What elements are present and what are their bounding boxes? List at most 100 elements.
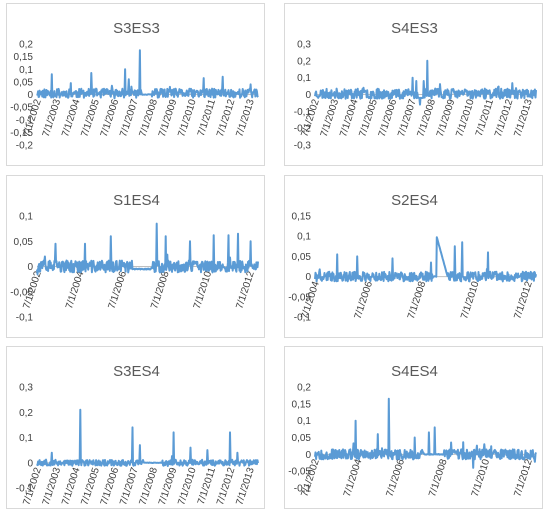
y-tick-label: -0,05 — [288, 292, 311, 303]
y-tick-label: 0,05 — [292, 252, 312, 263]
y-tick-label: 0,1 — [19, 433, 33, 444]
plot-area — [314, 59, 537, 106]
plot-area — [314, 397, 537, 469]
chart-panel-s1es4: S1ES4 0,1 0,05 0 -0,05 -0,1 7/1/2002 7/1/2004… — [6, 175, 265, 338]
chart-title: S4ES3 — [391, 20, 438, 37]
y-tick-label: 0,2 — [297, 56, 311, 67]
y-tick-label: -0,2 — [294, 124, 312, 135]
y-tick-label: -0,1 — [294, 313, 312, 324]
x-tick-label: 7/1/2010 — [192, 270, 215, 311]
x-tick-label: 7/1/2012 — [234, 270, 257, 311]
y-tick-label: 0 — [27, 458, 33, 469]
y-tick-label: -0,1 — [16, 484, 34, 495]
chart-panel-s3es3: S3ES3 0,2 0,15 0,1 0,05 0 -0,05 -0,1 -0,15 -0,2 … — [6, 3, 265, 166]
y-tick-label: 0 — [27, 262, 33, 273]
x-tick-label: 7/1/2011 — [474, 98, 496, 138]
plot-area — [314, 236, 537, 283]
x-tick-label: 7/1/2004 — [64, 270, 87, 311]
y-tick-label: -0,1 — [16, 313, 34, 324]
y-axis-labels: 0,15 0,1 0,05 0 -0,05 -0,1 — [288, 212, 311, 324]
x-axis-labels: 7/1/2002 7/1/2004 7/1/2006 7/1/2008 7/1/2010… — [21, 270, 257, 311]
x-tick-label: 7/1/2008 — [427, 457, 450, 498]
y-tick-label: 0,1 — [297, 73, 311, 84]
y-tick-label: -0,3 — [294, 141, 312, 152]
x-tick-label: 7/1/2013 — [234, 466, 257, 507]
series-line — [36, 49, 259, 100]
chart-svg-s4es4: S4ES4 0,2 0,15 0,1 0,05 0 -0,05 -0,1 7/1/2002 7… — [288, 363, 537, 498]
series-line — [314, 397, 537, 469]
chart-title: S1ES4 — [113, 192, 160, 209]
y-tick-label: 0,1 — [297, 232, 311, 243]
x-tick-label: 7/1/2008 — [406, 280, 429, 321]
y-tick-label: 0,05 — [292, 433, 312, 444]
y-tick-label: 0,2 — [19, 408, 33, 419]
x-tick-label: 7/1/2004 — [342, 457, 365, 498]
y-tick-label: 0 — [305, 272, 311, 283]
y-tick-label: 0,05 — [14, 237, 34, 248]
y-tick-label: 0,15 — [292, 212, 312, 223]
plot-area — [36, 408, 259, 467]
x-tick-label: 7/1/2006 — [385, 457, 408, 498]
y-tick-label: -0,15 — [10, 128, 33, 139]
y-tick-label: -0,05 — [288, 467, 311, 478]
plot-area — [36, 222, 259, 276]
y-tick-label: 0,2 — [297, 383, 311, 394]
x-tick-label: 7/1/2011 — [196, 98, 218, 138]
x-axis-labels: 7/1/20027/1/20037/1/20047/1/20057/1/2006… — [299, 98, 535, 139]
x-axis-labels: 7/1/2004 7/1/2006 7/1/2008 7/1/2010 7/1/2012 — [299, 280, 535, 321]
y-tick-label: 0 — [305, 90, 311, 101]
x-tick-label: 7/1/2012 — [512, 280, 535, 321]
y-tick-label: -0,2 — [16, 141, 34, 152]
x-tick-label: 7/1/2006 — [353, 280, 376, 321]
y-tick-label: 0,2 — [19, 40, 33, 51]
series-line — [36, 408, 259, 467]
y-axis-labels: 0,2 0,15 0,1 0,05 0 -0,05 -0,1 — [288, 383, 311, 495]
chart-title: S4ES4 — [391, 363, 438, 380]
chart-panel-s2es4: S2ES4 0,15 0,1 0,05 0 -0,05 -0,1 7/1/2004 7/1/… — [284, 175, 543, 338]
y-tick-label: 0 — [27, 90, 33, 101]
x-tick-label: 7/1/2010 — [459, 280, 482, 321]
x-tick-label: 7/1/2006 — [107, 270, 130, 311]
x-axis-labels: 7/1/2002 7/1/2004 7/1/2006 7/1/2008 7/1/2010… — [299, 457, 535, 498]
x-axis-labels: 7/1/20027/1/20037/1/20047/1/20057/1/2006… — [21, 98, 257, 139]
x-tick-label: 7/1/2008 — [149, 270, 172, 311]
chart-svg-s2es4: S2ES4 0,150,10,050-0,05-0,1 7/1/2004 7/1/… — [288, 192, 537, 324]
y-tick-label: 0,1 — [297, 416, 311, 427]
series-line — [314, 236, 537, 283]
y-tick-label: 0,1 — [19, 65, 33, 76]
chart-title: S3ES3 — [113, 20, 160, 37]
chart-svg-s3es3: S3ES3 0,20,150,10,050-0,05-0,1-0,15-0,2 … — [10, 20, 259, 152]
y-tick-label: -0,1 — [16, 115, 34, 126]
y-axis-labels: 0,3 0,2 0,1 0 -0,1 -0,2 -0,3 — [294, 40, 312, 152]
y-tick-label: -0,1 — [294, 484, 312, 495]
chart-svg-s3es4: S3ES4 0,3 0,2 0,1 0 -0,1 7/1/20027/1/20037/1… — [16, 363, 259, 507]
chart-svg-s4es3: S4ES3 0,3 0,2 0,1 0 -0,1 -0,2 -0,3 7/1/20027/1… — [294, 20, 537, 152]
y-tick-label: -0,1 — [294, 107, 312, 118]
y-tick-label: 0,15 — [292, 399, 312, 410]
x-tick-label: 7/1/2012 — [512, 457, 535, 498]
x-tick-label: 7/1/2013 — [234, 98, 257, 139]
plot-area — [36, 49, 259, 100]
y-tick-label: -0,05 — [10, 287, 33, 298]
y-tick-label: 0,3 — [297, 40, 311, 51]
y-tick-label: 0,05 — [14, 77, 34, 88]
chart-panel-s4es4: S4ES4 0,2 0,15 0,1 0,05 0 -0,05 -0,1 7/1/2002 7… — [284, 346, 543, 509]
y-axis-labels: 0,1 0,05 0 -0,05 -0,1 — [10, 212, 33, 324]
y-tick-label: 0 — [305, 450, 311, 461]
x-tick-label: 7/1/2011 — [196, 466, 218, 506]
chart-svg-s1es4: S1ES4 0,10,050-0,05-0,1 7/1/2002 7/1/2004… — [10, 192, 259, 324]
y-tick-label: -0,05 — [10, 103, 33, 114]
chart-title: S3ES4 — [113, 363, 160, 380]
x-tick-label: 7/1/2002 — [299, 457, 322, 498]
y-tick-label: 0,3 — [19, 383, 33, 394]
chart-panel-s4es3: S4ES3 0,3 0,2 0,1 0 -0,1 -0,2 -0,3 7/1/2002 7/1… — [284, 3, 543, 166]
series-line — [36, 222, 259, 276]
y-axis-labels: 0,3 0,2 0,1 0 -0,1 — [16, 383, 34, 495]
y-tick-label: 0,15 — [14, 52, 34, 63]
chart-title: S2ES4 — [391, 192, 438, 209]
x-tick-label: 7/1/2013 — [512, 98, 535, 139]
x-axis-labels: 7/1/20027/1/20037/1/20047/1/20057/1/2006… — [21, 466, 257, 507]
series-line — [314, 59, 537, 106]
y-tick-label: 0,1 — [19, 212, 33, 223]
y-axis-labels: 0,20,15 0,10,05 0 -0,05-0,1 -0,15 -0,2 — [10, 40, 33, 152]
